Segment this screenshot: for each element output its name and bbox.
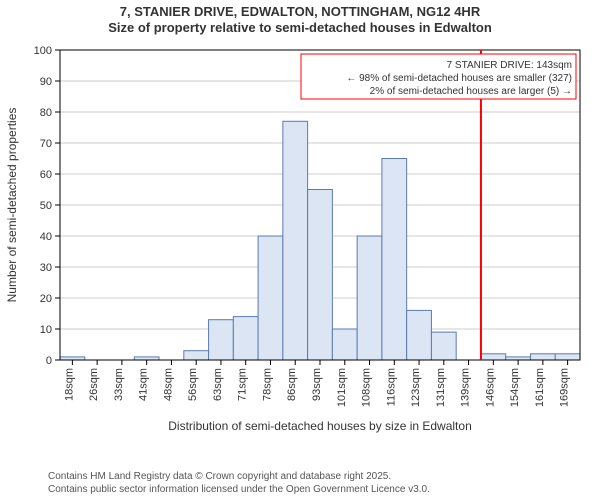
bar: [233, 317, 258, 360]
x-tick-label: 86sqm: [286, 368, 298, 401]
svg-text:40: 40: [40, 231, 52, 243]
svg-text:100: 100: [34, 45, 52, 57]
x-tick-label: 161sqm: [534, 368, 546, 407]
svg-text:90: 90: [40, 76, 52, 88]
bar: [332, 329, 357, 360]
x-tick-label: 48sqm: [162, 368, 174, 401]
x-tick-label: 139sqm: [460, 368, 472, 407]
bar: [555, 354, 580, 360]
x-tick-label: 41sqm: [138, 368, 150, 401]
bar: [382, 159, 407, 361]
bar: [209, 320, 234, 360]
x-axis-label: Distribution of semi-detached houses by …: [168, 419, 472, 433]
y-axis-label: Number of semi-detached properties: [5, 108, 19, 303]
x-tick-label: 78sqm: [261, 368, 273, 401]
bar: [258, 236, 283, 360]
x-tick-label: 146sqm: [484, 368, 496, 407]
svg-text:30: 30: [40, 262, 52, 274]
svg-text:20: 20: [40, 293, 52, 305]
marker-annotation-line: ← 98% of semi-detached houses are smalle…: [346, 73, 572, 84]
chart-container: { "title_line1": "7, STANIER DRIVE, EDWA…: [0, 0, 600, 500]
x-tick-label: 123sqm: [410, 368, 422, 407]
marker-annotation-line: 7 STANIER DRIVE: 143sqm: [447, 60, 572, 71]
x-tick-label: 93sqm: [311, 368, 323, 401]
title-line-2: Size of property relative to semi-detach…: [0, 20, 600, 36]
svg-text:50: 50: [40, 200, 52, 212]
bar: [308, 190, 333, 361]
bar: [407, 310, 432, 360]
attribution: Contains HM Land Registry data © Crown c…: [48, 471, 430, 496]
x-tick-label: 63sqm: [212, 368, 224, 401]
x-tick-label: 18sqm: [63, 368, 75, 401]
x-tick-label: 33sqm: [113, 368, 125, 401]
x-tick-label: 169sqm: [559, 368, 571, 407]
title-line-1: 7, STANIER DRIVE, EDWALTON, NOTTINGHAM, …: [0, 4, 600, 20]
bar: [530, 354, 555, 360]
x-tick-label: 101sqm: [336, 368, 348, 407]
marker-annotation-line: 2% of semi-detached houses are larger (5…: [370, 86, 572, 97]
svg-text:60: 60: [40, 169, 52, 181]
bar: [184, 351, 209, 360]
bar: [283, 121, 308, 360]
svg-text:10: 10: [40, 324, 52, 336]
svg-text:70: 70: [40, 138, 52, 150]
x-tick-label: 26sqm: [88, 368, 100, 401]
svg-text:80: 80: [40, 107, 52, 119]
bar: [481, 354, 506, 360]
x-tick-label: 116sqm: [385, 368, 397, 406]
bar: [431, 332, 456, 360]
histogram-chart: 0 10 20 30 40 50 60 70 80 90 100 18sqm 26sqm 33sqm 41s…: [0, 40, 600, 460]
chart-area: 0 10 20 30 40 50 60 70 80 90 100 18sqm 26sqm 33sqm 41s…: [0, 40, 600, 460]
x-tick-label: 71sqm: [237, 368, 249, 401]
attribution-line-2: Contains public sector information licen…: [48, 484, 430, 497]
titles: 7, STANIER DRIVE, EDWALTON, NOTTINGHAM, …: [0, 4, 600, 37]
x-tick-label: 56sqm: [187, 368, 199, 401]
attribution-line-1: Contains HM Land Registry data © Crown c…: [48, 471, 430, 484]
x-tick-label: 108sqm: [361, 368, 373, 407]
bar: [357, 236, 382, 360]
svg-text:0: 0: [46, 355, 52, 367]
x-tick-label: 154sqm: [509, 368, 521, 407]
x-tick-label: 131sqm: [435, 368, 447, 407]
